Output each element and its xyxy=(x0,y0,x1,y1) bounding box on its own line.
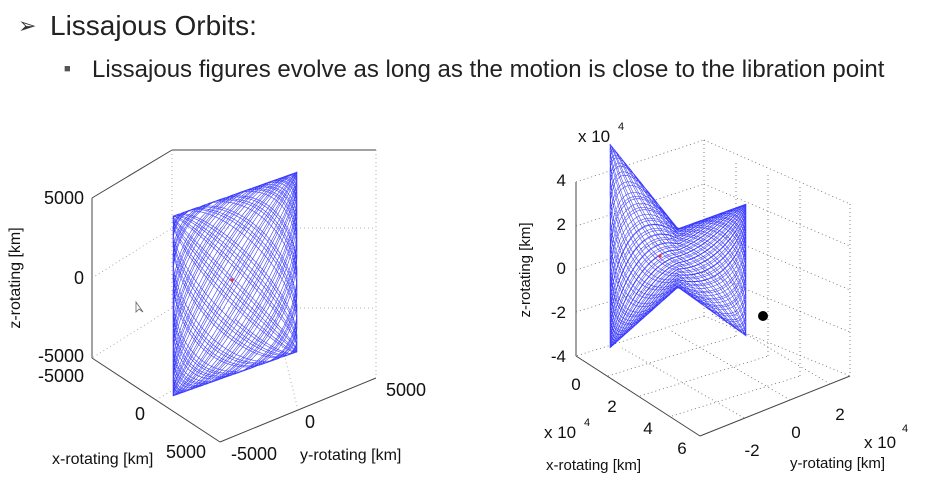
left-x-tick-minus5000: -5000 xyxy=(38,366,84,386)
right-x-scale-label: x 10 xyxy=(544,423,576,442)
right-y-scale-exp: 4 xyxy=(902,423,908,435)
right-x-tick-0: 0 xyxy=(571,375,580,394)
right-x-axis-label: x-rotating [km] xyxy=(546,457,641,474)
right-x-tick-4: 4 xyxy=(643,419,652,438)
libration-point-marker xyxy=(658,254,662,258)
left-3d-plot: 5000 0 -5000 -5000 0 5000 -5000 0 5000 z… xyxy=(7,149,426,468)
left-z-tick-5000: 5000 xyxy=(44,188,84,208)
right-x-tick-6: 6 xyxy=(677,439,686,458)
right-z-tick-2: 2 xyxy=(557,215,566,234)
left-lissajous-orbit xyxy=(172,171,298,397)
slide-title: Lissajous Orbits: xyxy=(50,10,257,41)
right-lissajous-orbit xyxy=(609,143,747,349)
right-y-tick-2: 2 xyxy=(835,405,844,424)
right-y-tick-minus2: -2 xyxy=(744,441,759,460)
right-z-scale-exp: 4 xyxy=(618,121,624,133)
left-y-tick-0: 0 xyxy=(305,412,315,432)
left-x-axis-label: x-rotating [km] xyxy=(52,451,153,468)
left-z-tick-0: 0 xyxy=(74,268,84,288)
left-z-axis-label: z-rotating [km] xyxy=(7,227,24,328)
libration-point-marker xyxy=(230,278,234,282)
libration-body-marker xyxy=(758,311,768,321)
right-3d-plot: x 10 4 x 10 4 x 10 4 4 2 0 -2 -4 0 2 4 6… xyxy=(517,121,908,474)
square-bullet-icon: ■ xyxy=(64,63,71,75)
left-x-tick-5000: 5000 xyxy=(166,442,206,462)
bullet-item: ■ Lissajous figures evolve as long as th… xyxy=(64,54,904,85)
left-y-tick-minus5000: -5000 xyxy=(231,444,277,464)
left-z-tick-minus5000: -5000 xyxy=(38,346,84,366)
right-y-axis-label: y-rotating [km] xyxy=(790,455,885,472)
orbit-trajectory-line xyxy=(172,171,298,397)
left-x-tick-0: 0 xyxy=(135,404,145,424)
right-z-axis-label: z-rotating [km] xyxy=(517,222,534,317)
right-z-tick-minus2: -2 xyxy=(551,303,566,322)
right-x-tick-2: 2 xyxy=(607,397,616,416)
slide-heading: ➢ Lissajous Orbits: xyxy=(18,10,257,42)
left-y-tick-5000: 5000 xyxy=(386,380,426,400)
right-z-tick-0: 0 xyxy=(557,259,566,278)
bullet-text: Lissajous figures evolve as long as the … xyxy=(92,56,885,83)
right-z-scale-label: x 10 xyxy=(578,127,610,146)
right-z-tick-4: 4 xyxy=(557,171,566,190)
arrow-bullet-icon: ➢ xyxy=(18,13,37,38)
mouse-cursor-icon xyxy=(135,300,144,313)
left-y-axis-label: y-rotating [km] xyxy=(300,447,401,464)
right-y-scale-label: x 10 xyxy=(864,433,896,452)
right-z-tick-minus4: -4 xyxy=(551,347,566,366)
right-x-scale-exp: 4 xyxy=(584,417,590,429)
orbit-trajectory-line xyxy=(609,143,747,349)
right-y-tick-0: 0 xyxy=(791,423,800,442)
